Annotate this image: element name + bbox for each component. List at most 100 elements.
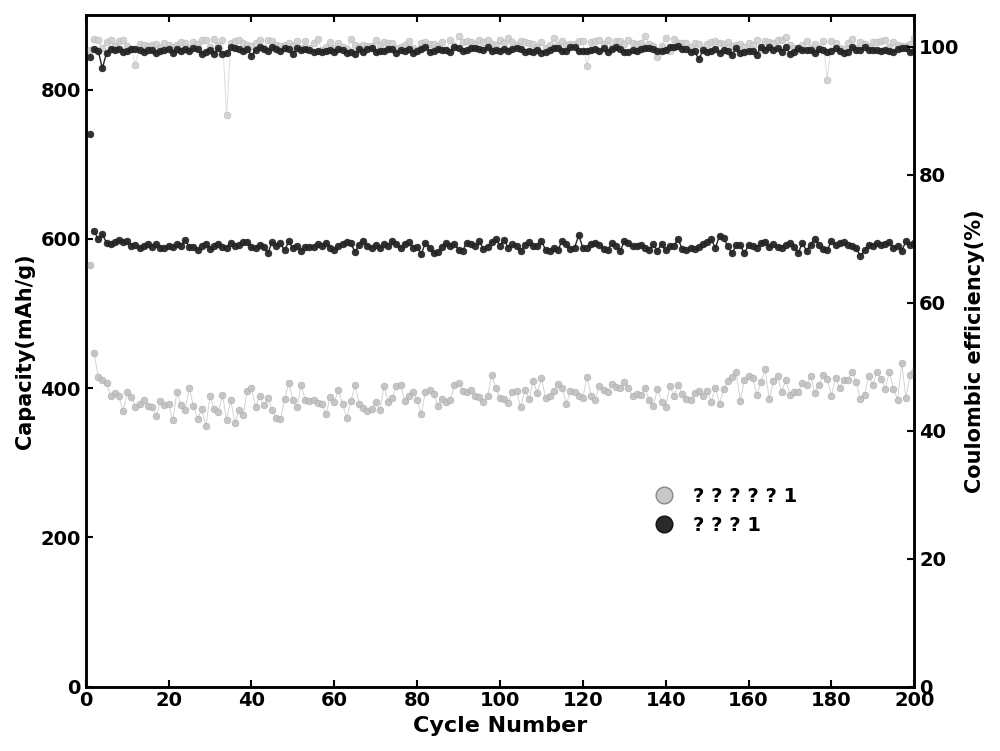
Point — [223, 237, 239, 249]
Point — [587, 35, 603, 47]
Point — [504, 43, 520, 55]
Point — [335, 398, 351, 410]
Point — [562, 385, 578, 397]
Point — [550, 42, 566, 54]
Point — [484, 38, 500, 50]
Point — [185, 400, 201, 412]
Point — [243, 382, 259, 394]
Point — [803, 42, 819, 54]
Point — [335, 238, 351, 250]
Point — [699, 385, 715, 397]
Point — [368, 34, 384, 46]
Point — [765, 37, 781, 49]
Point — [587, 43, 603, 55]
Point — [728, 366, 744, 378]
Point — [397, 394, 413, 406]
Point — [206, 240, 222, 252]
Point — [82, 44, 98, 56]
Point — [828, 37, 844, 49]
Point — [488, 233, 504, 245]
Point — [140, 238, 156, 250]
Point — [749, 49, 765, 61]
Point — [177, 404, 193, 416]
Point — [848, 243, 864, 255]
Point — [281, 236, 297, 248]
Point — [173, 36, 189, 48]
Point — [604, 43, 620, 55]
Point — [720, 45, 736, 57]
Point — [90, 35, 106, 47]
Point — [351, 397, 367, 409]
Point — [190, 413, 206, 425]
Point — [388, 380, 404, 392]
Point — [579, 243, 595, 255]
Point — [703, 36, 719, 48]
Point — [194, 48, 210, 60]
Point — [496, 43, 512, 55]
Point — [169, 238, 185, 250]
Point — [227, 42, 243, 54]
Point — [852, 44, 868, 56]
Point — [219, 242, 235, 254]
Point — [318, 237, 334, 249]
Point — [591, 239, 607, 251]
Point — [165, 415, 181, 427]
Point — [654, 45, 670, 57]
Point — [799, 379, 815, 391]
Point — [451, 42, 467, 54]
Point — [202, 41, 218, 53]
Point — [243, 50, 259, 62]
Point — [434, 393, 450, 405]
Point — [144, 240, 160, 252]
Point — [401, 35, 417, 47]
Point — [422, 38, 438, 50]
Point — [339, 44, 355, 56]
Point — [252, 239, 268, 251]
Point — [480, 41, 496, 53]
Point — [442, 46, 458, 58]
Point — [819, 46, 835, 58]
Point — [509, 240, 525, 252]
Point — [281, 38, 297, 50]
Point — [355, 39, 371, 51]
Point — [844, 240, 860, 252]
Point — [525, 46, 541, 58]
Point — [840, 46, 856, 58]
Point — [716, 232, 732, 244]
Point — [877, 35, 893, 47]
Point — [161, 39, 177, 51]
Point — [272, 237, 288, 249]
Point — [413, 37, 429, 49]
Point — [86, 33, 102, 45]
Point — [587, 394, 603, 406]
Point — [322, 36, 338, 48]
Point — [277, 39, 293, 51]
X-axis label: Cycle Number: Cycle Number — [413, 716, 587, 736]
Point — [82, 259, 98, 271]
Point — [678, 38, 694, 50]
Point — [119, 45, 135, 57]
Point — [612, 44, 628, 56]
Point — [467, 240, 483, 252]
Point — [492, 240, 508, 252]
Point — [765, 376, 781, 388]
Point — [625, 240, 641, 252]
Point — [546, 32, 562, 44]
Point — [115, 237, 131, 249]
Point — [571, 35, 587, 47]
Point — [836, 47, 852, 59]
Point — [869, 237, 885, 249]
Point — [165, 41, 181, 53]
Point — [463, 42, 479, 54]
Point — [223, 394, 239, 406]
Point — [898, 392, 914, 404]
Point — [467, 391, 483, 403]
Point — [136, 240, 152, 252]
Point — [546, 242, 562, 254]
Point — [558, 39, 574, 51]
Point — [293, 379, 309, 391]
Point — [832, 382, 848, 394]
Point — [372, 404, 388, 416]
Point — [658, 401, 674, 413]
Point — [107, 388, 123, 400]
